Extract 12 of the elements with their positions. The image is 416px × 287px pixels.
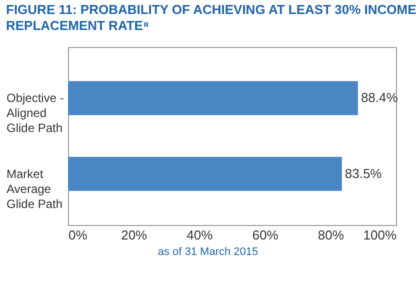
x-tick-label: 80% xyxy=(318,228,344,242)
y-tick-label: Objective - Aligned Glide Path xyxy=(6,91,64,136)
chart-title: FIGURE 11: PROBABILITY OF ACHIEVING AT LEAST 30% INCOME REPLACEMENT RATE⁸ xyxy=(6,2,416,33)
x-tick-label: 20% xyxy=(121,228,148,242)
data-label: 88.4% xyxy=(360,90,398,106)
y-tick-label: Market Average Glide Path xyxy=(6,166,63,211)
x-tick-label: 100% xyxy=(363,228,397,242)
x-tick-label: 60% xyxy=(252,228,279,242)
data-label: 83.5% xyxy=(344,166,382,181)
x-tick-label: 0% xyxy=(68,228,88,242)
text: as of 31 March 2015 xyxy=(156,246,260,258)
x-tick-label: 40% xyxy=(186,228,214,242)
